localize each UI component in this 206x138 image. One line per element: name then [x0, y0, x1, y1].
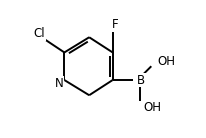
- Text: OH: OH: [158, 55, 176, 68]
- Text: F: F: [111, 18, 118, 31]
- Text: B: B: [137, 74, 145, 87]
- Text: Cl: Cl: [34, 27, 45, 40]
- Text: N: N: [55, 77, 64, 90]
- Text: OH: OH: [143, 101, 161, 114]
